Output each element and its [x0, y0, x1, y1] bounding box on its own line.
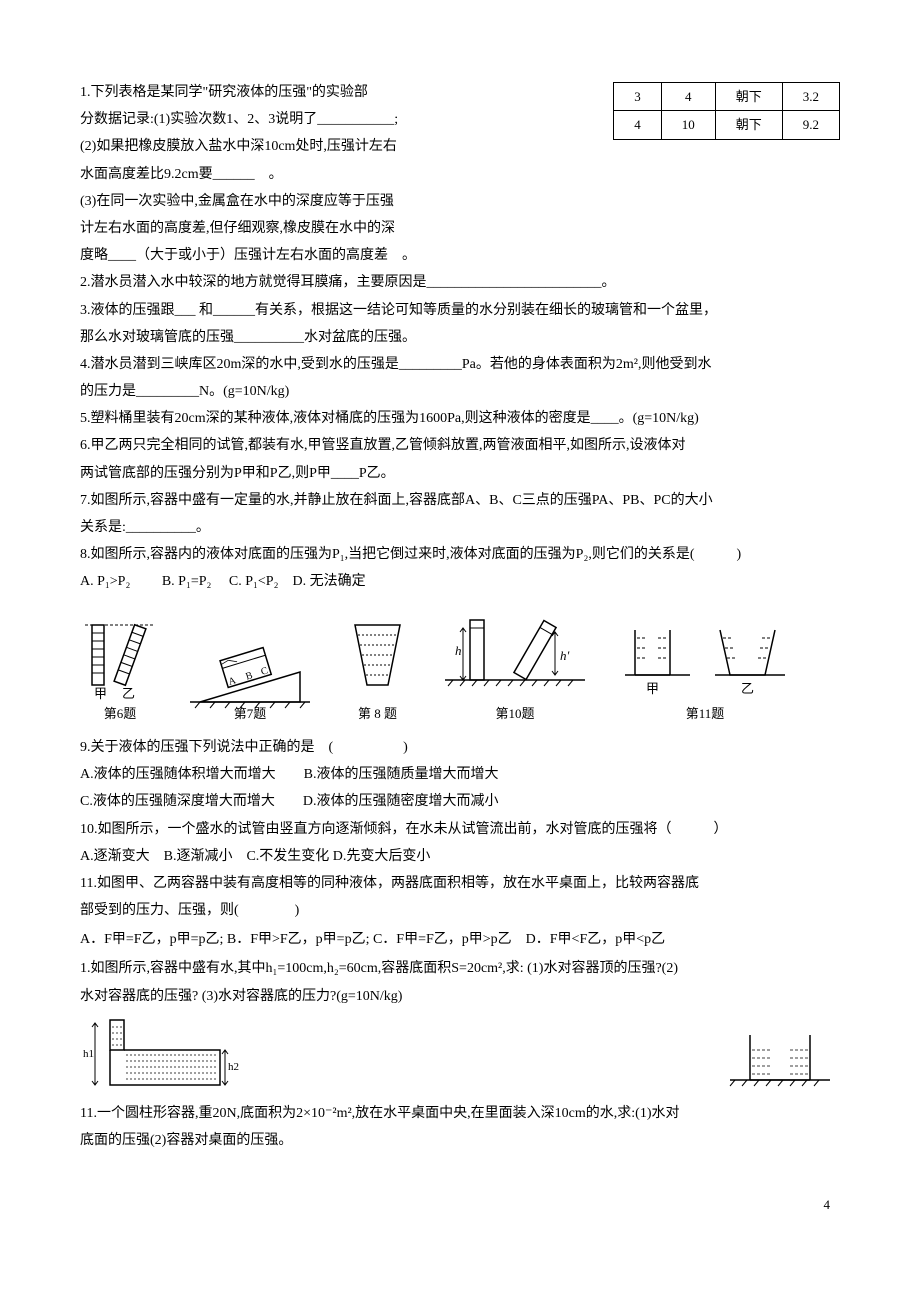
- svg-text:C: C: [260, 665, 270, 678]
- q1-line5: (3)在同一次实验中,金属盒在水中的深度应等于压强: [80, 189, 530, 214]
- h1-h2-container-icon: h1 h2: [80, 1015, 240, 1095]
- svg-text:B: B: [244, 670, 254, 683]
- tilt-tube-icon: h h′: [445, 610, 585, 700]
- table-row: 4 10 朝下 9.2: [614, 111, 840, 139]
- figure-7: A B C 第7题: [190, 632, 310, 725]
- cell: 4: [614, 111, 662, 139]
- svg-text:h′: h′: [560, 648, 570, 663]
- q2: 2.潜水员潜入水中较深的地方就觉得耳膜痛，主要原因是______________…: [80, 270, 840, 295]
- q4-line2: 的压力是_________N。(g=10N/kg): [80, 379, 840, 404]
- calc11-line2: 底面的压强(2)容器对桌面的压强。: [80, 1128, 840, 1153]
- q6-line2: 两试管底部的压强分别为P甲和P乙,则P甲____P乙。: [80, 461, 840, 486]
- q9-optA: A.液体的压强随体积增大而增大 B.液体的压强随质量增大而增大: [80, 762, 840, 787]
- svg-text:甲: 甲: [646, 681, 659, 696]
- svg-text:甲: 甲: [94, 686, 107, 700]
- page-number: 4: [80, 1193, 840, 1216]
- q1-line6: 计左右水面的高度差,但仔细观察,橡皮膜在水中的深: [80, 216, 530, 241]
- cell: 3: [614, 83, 662, 111]
- q3-line2: 那么水对玻璃管底的压强__________水对盆底的压强。: [80, 325, 840, 350]
- incline-container-icon: A B C: [190, 632, 310, 712]
- svg-text:h1: h1: [83, 1048, 94, 1060]
- q1-line1: 1.下列表格是某同学"研究液体的压强"的实验部: [80, 80, 530, 105]
- svg-text:A: A: [227, 675, 238, 688]
- q7-line2: 关系是:__________。: [80, 515, 840, 540]
- q4-line1: 4.潜水员潜到三峡库区20m深的水中,受到水的压强是_________Pa。若他…: [80, 352, 840, 377]
- q8-options: A. P₁>P₂ B. P₁=P₂ C. P₁<P₂ D. 无法确定: [80, 569, 840, 594]
- two-containers-icon: 甲 乙: [615, 620, 795, 700]
- svg-text:h2: h2: [228, 1061, 239, 1073]
- cell: 3.2: [782, 83, 839, 111]
- q11-line1: 11.如图甲、乙两容器中装有高度相等的同种液体，两器底面积相等，放在水平桌面上，…: [80, 871, 840, 896]
- figure-6: 甲 乙 第6题: [80, 605, 160, 725]
- figure-11: 甲 乙 第11题: [615, 620, 795, 725]
- svg-text:h: h: [455, 643, 462, 658]
- figure-8: 第 8 题: [340, 610, 415, 725]
- bottom-figures: h1 h2: [80, 1015, 840, 1095]
- q6-line1: 6.甲乙两只完全相同的试管,都装有水,甲管竖直放置,乙管倾斜放置,两管液面相平,…: [80, 433, 840, 458]
- fig6-label: 第6题: [104, 702, 137, 725]
- cell: 朝下: [715, 111, 782, 139]
- calc11-line1: 11.一个圆柱形容器,重20N,底面积为2×10⁻²m²,放在水平桌面中央,在里…: [80, 1101, 840, 1126]
- fig7-label: 第7题: [234, 702, 267, 725]
- q3-line1: 3.液体的压强跟___ 和______有关系，根据这一结论可知等质量的水分别装在…: [80, 298, 840, 323]
- q1-line4: 水面高度差比9.2cm要______ 。: [80, 162, 530, 187]
- table-row: 3 4 朝下 3.2: [614, 83, 840, 111]
- fig10-label: 第10题: [495, 702, 534, 725]
- fig8-label: 第 8 题: [358, 702, 397, 725]
- figure-10: h h′: [445, 610, 585, 725]
- q10-text: 10.如图所示，一个盛水的试管由竖直方向逐渐倾斜，在水未从试管流出前，水对管底的…: [80, 817, 840, 842]
- svg-text:乙: 乙: [122, 686, 135, 700]
- q10-options: A.逐渐变大 B.逐渐减小 C.不发生变化 D.先变大后变小: [80, 844, 840, 869]
- q9-text: 9.关于液体的压强下列说法中正确的是 ( ): [80, 735, 840, 760]
- q11-options: A．F甲=F乙，p甲=p乙; B．F甲>F乙，p甲=p乙; C．F甲=F乙，p甲…: [80, 927, 840, 952]
- q8-text: 8.如图所示,容器内的液体对底面的压强为P₁,当把它倒过来时,液体对底面的压强为…: [80, 542, 840, 567]
- data-table: 3 4 朝下 3.2 4 10 朝下 9.2: [613, 82, 840, 140]
- q1-line2: 分数据记录:(1)实验次数1、2、3说明了___________;: [80, 107, 530, 132]
- q1-line3: (2)如果把橡皮膜放入盐水中深10cm处时,压强计左右: [80, 134, 530, 159]
- q5: 5.塑料桶里装有20cm深的某种液体,液体对桶底的压强为1600Pa,则这种液体…: [80, 406, 840, 431]
- test-tubes-icon: 甲 乙: [80, 605, 160, 700]
- q11-line2: 部受到的压力、压强，则( ): [80, 898, 840, 923]
- calc1-line1: 1.如图所示,容器中盛有水,其中h₁=100cm,h₂=60cm,容器底面积S=…: [80, 956, 840, 981]
- cell: 4: [661, 83, 715, 111]
- cell: 10: [661, 111, 715, 139]
- cell: 朝下: [715, 83, 782, 111]
- q9-optC: C.液体的压强随深度增大而增大 D.液体的压强随密度增大而减小: [80, 789, 840, 814]
- trapezoid-container-icon: [340, 610, 415, 700]
- q1-line7: 度略____（大于或小于）压强计左右水面的高度差 。: [80, 243, 530, 268]
- cylinder-container-icon: [720, 1025, 840, 1095]
- figures-row: 甲 乙 第6题 A B C: [80, 605, 840, 725]
- cell: 9.2: [782, 111, 839, 139]
- q7-line1: 7.如图所示,容器中盛有一定量的水,并静止放在斜面上,容器底部A、B、C三点的压…: [80, 488, 840, 513]
- svg-text:乙: 乙: [741, 681, 754, 696]
- calc1-line2: 水对容器底的压强? (3)水对容器底的压力?(g=10N/kg): [80, 984, 840, 1009]
- fig11-label: 第11题: [686, 702, 725, 725]
